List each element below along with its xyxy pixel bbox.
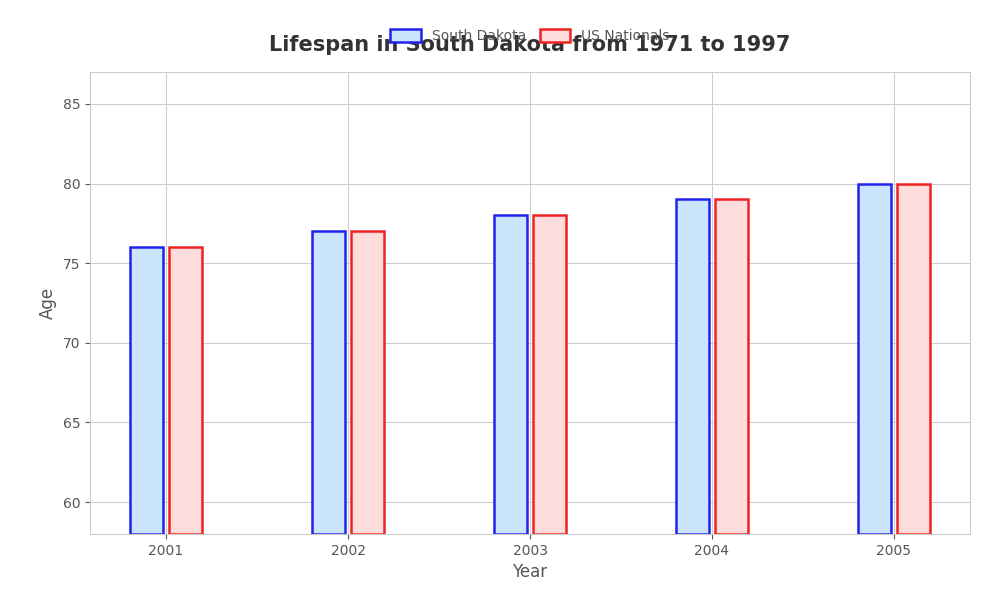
Title: Lifespan in South Dakota from 1971 to 1997: Lifespan in South Dakota from 1971 to 19…	[269, 35, 791, 55]
Bar	[533, 215, 566, 534]
Bar	[676, 199, 709, 534]
Bar	[130, 247, 163, 534]
Legend: South Dakota, US Nationals: South Dakota, US Nationals	[384, 23, 676, 49]
X-axis label: Year: Year	[512, 563, 548, 581]
Bar	[351, 232, 384, 534]
Bar	[715, 199, 748, 534]
Bar	[169, 247, 202, 534]
Bar	[858, 184, 891, 534]
Bar	[897, 184, 930, 534]
Bar	[494, 215, 527, 534]
Y-axis label: Age: Age	[39, 287, 57, 319]
Bar	[312, 232, 345, 534]
